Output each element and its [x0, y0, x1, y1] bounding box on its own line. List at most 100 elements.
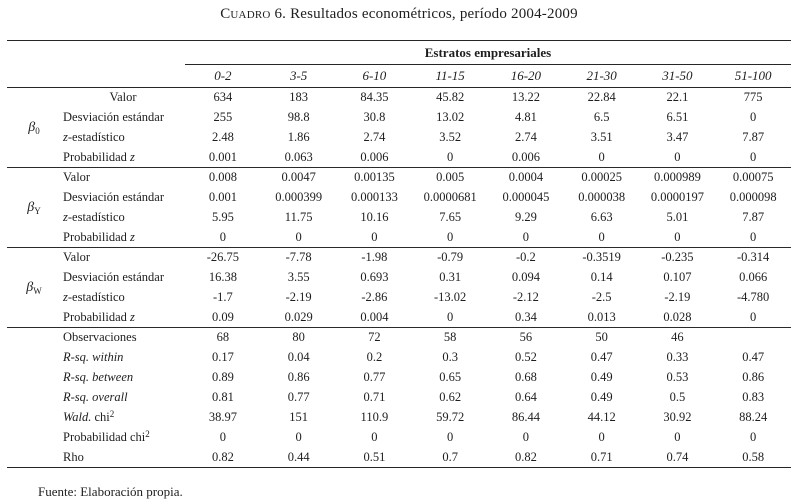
table-section: βY Valor 0.008 0.0047 0.00135 0.005 0.0004 0.00…: [7, 168, 791, 248]
row-label: R-sq. overall: [63, 390, 128, 404]
table-row: Observaciones 68 80 72 58 56 50 46: [7, 328, 791, 348]
table-cell: 0.77: [287, 390, 310, 404]
table-cell: 59.72: [436, 410, 465, 424]
table-cell: 0.83: [742, 390, 765, 404]
table-cell: 0.029: [284, 309, 313, 324]
table-cell: 9.29: [514, 210, 537, 224]
table-cell: 50: [595, 330, 608, 345]
column-header: 11-15: [412, 64, 488, 88]
table-cell: 0: [371, 430, 378, 444]
table-cell: 0.013: [587, 309, 616, 324]
table-cell: 0: [674, 229, 681, 244]
table-cell: 86.44: [511, 410, 540, 424]
table-cell: 38.97: [208, 410, 237, 424]
table-cell: 88.24: [739, 410, 768, 424]
table-cell: 0.000399: [275, 190, 323, 204]
row-label: Probabilidad z: [63, 309, 135, 324]
table-cell: -2.86: [361, 290, 388, 304]
table-cell: -2.19: [285, 290, 312, 304]
table-cell: 0.0004: [508, 170, 544, 185]
table-cell: -4.780: [736, 290, 770, 304]
table-cell: 0: [295, 430, 302, 444]
table-cell: 84.35: [360, 90, 389, 105]
table-cell: 16.38: [208, 270, 237, 284]
table-cell: 0: [598, 430, 605, 444]
row-label: Valor: [63, 250, 91, 265]
table-cell: 2.48: [211, 130, 234, 144]
table-cell: -26.75: [206, 250, 240, 265]
table-cell: 775: [743, 90, 763, 105]
table-cell: 0.066: [739, 270, 768, 284]
table-cell: 0.09: [211, 309, 234, 324]
table-cell: 0.31: [439, 270, 462, 284]
table-cell: 30.92: [663, 410, 692, 424]
table-cell: 0.2: [366, 350, 383, 364]
column-header-spacer: [7, 64, 185, 88]
row-label: Desviación estándar: [63, 110, 165, 124]
table-cell: 6.5: [593, 110, 610, 124]
column-header: 21-30: [563, 64, 640, 88]
table-cell: -1.7: [212, 290, 233, 304]
table-cell: 7.87: [742, 130, 765, 144]
table-cell: 58: [443, 330, 457, 345]
table-cell: 0.001: [208, 149, 237, 164]
table-cell: 6.51: [666, 110, 689, 124]
column-header: 16-20: [488, 64, 564, 88]
table-cell: 0.000133: [350, 190, 398, 204]
table-cell: 22.84: [587, 90, 616, 105]
table-cell: 11.75: [284, 210, 313, 224]
column-header: 3-5: [260, 64, 337, 88]
table-cell: 0.107: [663, 270, 692, 284]
table-cell: 0.0047: [281, 170, 316, 185]
table-cell: 151: [289, 410, 308, 424]
table-cell: 3.52: [439, 130, 462, 144]
table-cell: 0.89: [211, 370, 234, 384]
table-cell: 0.008: [208, 170, 237, 185]
group-header-spacer: [7, 41, 185, 65]
table-cell: 634: [213, 90, 233, 105]
table-cell: 0.64: [514, 390, 537, 404]
table-cell: 0.006: [360, 149, 389, 164]
table-cell: 0.00025: [581, 170, 622, 185]
table-cell: 0.49: [590, 370, 613, 384]
row-label: R-sq. within: [63, 350, 124, 364]
table-row: R-sq. between 0.89 0.86 0.77 0.65 0.68 0.49 0.5…: [7, 368, 791, 388]
table-cell: 45.82: [436, 90, 465, 105]
row-label: Valor: [109, 90, 137, 105]
table-title-smallcaps: Cuadro: [220, 6, 271, 22]
table-cell: 0.006: [511, 149, 540, 164]
table-cell: 0: [447, 149, 454, 164]
row-label: z-estadístico: [63, 210, 125, 224]
table-row: z-estadístico -1.7 -2.19 -2.86 -13.02 -2.12 -2…: [7, 288, 791, 308]
table-cell: 0.693: [360, 270, 389, 284]
table-cell: 0.000098: [729, 190, 777, 204]
table-cell: 0: [447, 309, 454, 324]
table-cell: 0.000038: [578, 190, 626, 204]
row-label: Valor: [63, 170, 91, 185]
table-cell: 0.81: [211, 390, 234, 404]
table-cell: 3.55: [287, 270, 310, 284]
table-cell: 0.33: [666, 350, 689, 364]
table-row: R-sq. overall 0.81 0.77 0.71 0.62 0.64 0.49 0.5…: [7, 388, 791, 408]
table-cell: -0.3519: [582, 250, 621, 265]
column-header-row: 0-2 3-5 6-10 11-15 16-20 21-30 31-50 51-100: [7, 64, 791, 88]
table-cell: 0: [219, 229, 226, 244]
table-cell: 0.65: [439, 370, 462, 384]
table-cell: 0.063: [284, 149, 313, 164]
table-cell: 0: [598, 149, 605, 164]
table-cell: 0: [674, 149, 681, 164]
row-label: Probabilidad z: [63, 149, 135, 164]
table-cell: 0.000045: [502, 190, 550, 204]
table-cell: 0.04: [287, 350, 310, 364]
table-cell: -0.235: [661, 250, 694, 265]
table-cell: 0.005: [436, 170, 465, 185]
table-cell: 0: [295, 229, 302, 244]
table-cell: 0: [522, 430, 529, 444]
table-cell: 110.9: [360, 410, 389, 424]
table-cell: 255: [213, 110, 233, 124]
table-title: Cuadro 6. Resultados econométricos, perí…: [0, 6, 798, 23]
table-cell: 0.00075: [732, 170, 774, 185]
beta-label: βW: [26, 279, 42, 296]
table-cell: 4.81: [514, 110, 537, 124]
